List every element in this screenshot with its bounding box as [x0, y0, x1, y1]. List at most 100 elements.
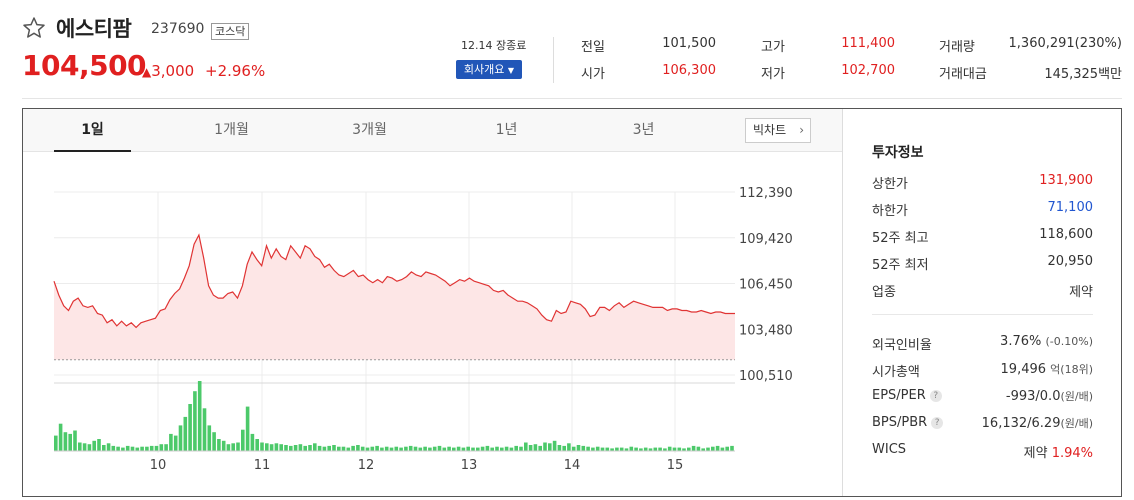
volume-bar — [241, 429, 245, 451]
volume-bar — [408, 445, 413, 451]
volume-bar — [346, 447, 351, 451]
info-row-eps-per: EPS/PER? -993/0.0(원/배) — [872, 388, 1093, 406]
info-title: 투자정보 — [872, 145, 924, 161]
price-change-percent: +2.96% — [205, 62, 266, 80]
volume-bar — [595, 446, 600, 451]
caret-down-icon: ▼ — [507, 66, 515, 75]
stock-code: 237690 — [151, 21, 205, 37]
period-tabs: 1일 1개월 3개월 1년 3년 빅차트 › — [23, 109, 842, 152]
panel-divider — [842, 109, 843, 496]
x-tick-label: 11 — [254, 458, 271, 473]
volume-bar — [643, 447, 648, 451]
price-area — [54, 235, 735, 360]
up-triangle-icon: ▲ — [142, 65, 152, 79]
volume-bar — [250, 433, 255, 451]
chevron-right-icon: › — [799, 123, 804, 137]
info-row-wics: WICS 제약 1.94% — [872, 442, 1093, 461]
volume-bar — [423, 446, 427, 451]
volume-bar — [102, 445, 106, 451]
price-change-value: 3,000 — [151, 62, 195, 80]
current-price: 104,500 — [22, 49, 147, 82]
volume-bar — [495, 446, 499, 451]
lower-limit-value: 71,100 — [1047, 200, 1094, 215]
volume-bar — [687, 447, 691, 451]
volume-bar — [533, 444, 538, 451]
tab-1month[interactable]: 1개월 — [214, 122, 249, 138]
volume-bar — [149, 445, 154, 451]
amount-label: 거래대금 — [939, 67, 987, 82]
prev-close-value: 101,500 — [662, 36, 716, 51]
stock-header: 에스티팜 237690 코스닥 104,500 ▲3,000 +2.96% 12… — [0, 0, 1134, 100]
volume-bar — [691, 445, 696, 451]
star-outline-icon[interactable] — [22, 16, 46, 40]
company-overview-button[interactable]: 회사개요 ▼ — [456, 60, 522, 79]
intraday-chart: 112,390 109,420 106,450 103,480 100,510 10 11 1… — [53, 186, 793, 473]
volume-bar — [293, 445, 298, 451]
info-row-market-cap: 시가총액 19,496 억(18위) — [872, 361, 1093, 380]
volume-bar — [197, 381, 202, 451]
volume-bar — [341, 446, 346, 451]
volume-bar — [600, 447, 605, 451]
info-row-sector: 업종 제약 — [872, 281, 1093, 300]
volume-bar — [332, 445, 336, 451]
volume-bar — [706, 447, 710, 451]
volume-bar — [509, 447, 514, 451]
volume-bar — [265, 443, 269, 451]
tab-3month[interactable]: 3개월 — [352, 122, 387, 138]
volume-bar — [313, 443, 317, 451]
volume-bar — [384, 446, 389, 451]
volume-bar — [538, 445, 542, 451]
info-row-bps-pbr: BPS/PBR? 16,132/6.29(원/배) — [872, 415, 1093, 433]
volume-bar — [571, 446, 576, 451]
big-chart-button[interactable]: 빅차트 › — [745, 118, 811, 143]
volume-bar — [279, 444, 283, 451]
volume-bar — [442, 447, 447, 451]
volume-bar — [715, 445, 720, 451]
volume-bar — [562, 445, 566, 451]
volume-bar — [78, 442, 82, 451]
amount-value: 145,325백만 — [1044, 67, 1122, 82]
tab-1day[interactable]: 1일 — [54, 109, 131, 152]
volume-bar — [480, 446, 485, 451]
volume-bar — [154, 445, 159, 451]
info-row-upper-limit: 상한가 131,900 — [872, 173, 1093, 192]
volume-bar — [476, 447, 480, 451]
volume-bar — [289, 445, 293, 451]
52w-low-label: 52주 최저 — [872, 258, 929, 273]
volume-bar — [586, 446, 590, 451]
info-row-lower-limit: 하한가 71,100 — [872, 200, 1094, 219]
volume-bar — [130, 446, 135, 451]
big-chart-label: 빅차트 — [753, 123, 787, 137]
volume-bar — [236, 442, 240, 451]
volume-bar — [274, 443, 279, 451]
volume-bar — [360, 446, 365, 451]
volume-bar — [701, 448, 705, 451]
volume-bar — [97, 439, 101, 451]
volume-bar — [504, 446, 509, 451]
volume-bar — [212, 432, 216, 451]
market-status: 12.14 장종료 — [461, 39, 527, 52]
volume-bar — [639, 448, 643, 451]
x-tick-label: 10 — [150, 458, 167, 473]
y-tick-label: 106,450 — [739, 278, 793, 293]
volume-bar — [394, 446, 399, 451]
volume-bar — [730, 445, 734, 451]
help-icon[interactable]: ? — [931, 417, 944, 429]
volume-bar — [634, 447, 638, 451]
volume-bar — [432, 446, 437, 451]
sector-value: 제약 — [1069, 285, 1093, 300]
volume-bar — [173, 435, 178, 451]
volume-bar — [490, 447, 494, 451]
volume-bar — [193, 391, 197, 451]
company-overview-label: 회사개요 — [463, 63, 505, 76]
volume-bar — [428, 447, 432, 451]
volume-bar — [667, 446, 672, 451]
52w-low-value: 20,950 — [1047, 254, 1094, 269]
volume-bar — [226, 444, 231, 451]
wics-label: WICS — [872, 442, 907, 457]
help-icon[interactable]: ? — [929, 390, 942, 402]
upper-limit-value: 131,900 — [1039, 173, 1093, 188]
tab-3year[interactable]: 3년 — [632, 122, 655, 138]
tab-1year[interactable]: 1년 — [495, 122, 518, 138]
volume-bar — [456, 446, 461, 451]
